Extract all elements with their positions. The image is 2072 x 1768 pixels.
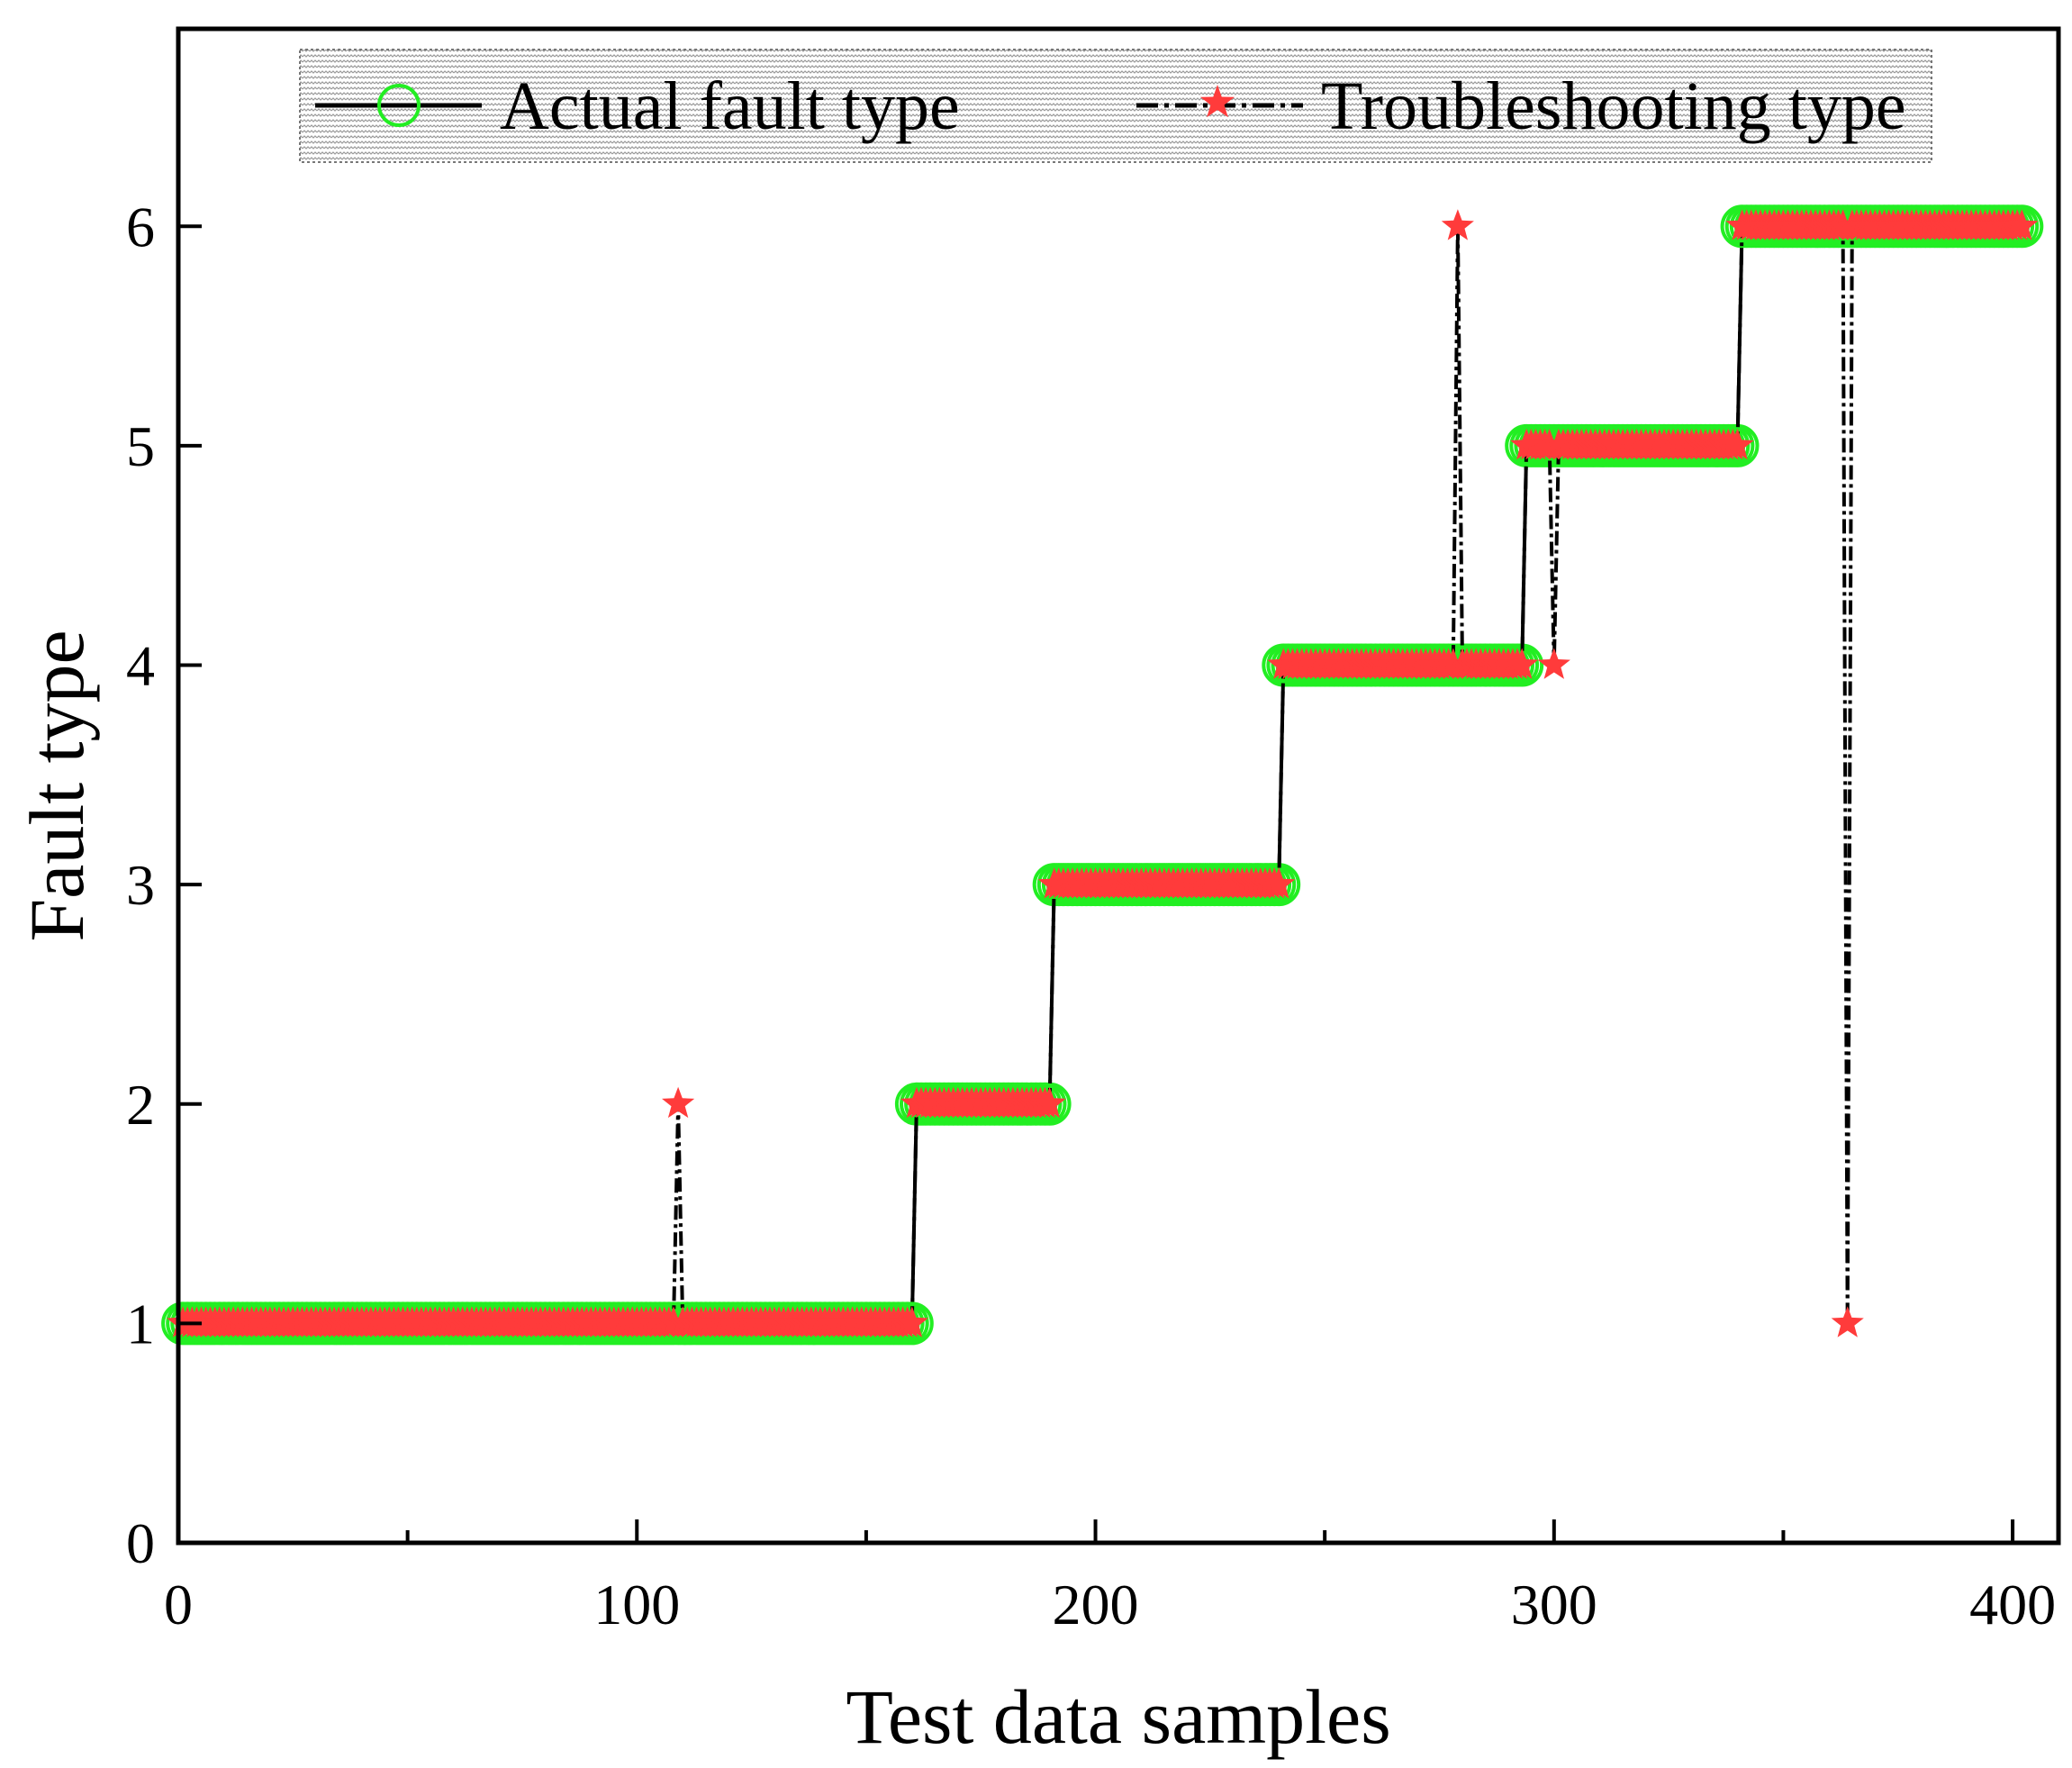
x-tick-label-0: 0 [164, 1573, 193, 1637]
legend-background [299, 49, 1932, 163]
plot-frame [176, 26, 2061, 1546]
series-line-troubleshooting [183, 224, 2022, 1326]
marker-troubleshooting [662, 1086, 695, 1119]
marker-troubleshooting [895, 1306, 928, 1337]
legend-item-troubleshooting: Troubleshooting type [1136, 68, 1906, 144]
x-tick-label-400: 400 [1969, 1573, 2056, 1637]
y-tick-label-6: 6 [126, 195, 155, 258]
legend-marker-actual-circle [377, 84, 421, 127]
legend-label-troubleshooting: Troubleshooting type [1321, 68, 1906, 144]
marker-troubleshooting [1721, 428, 1754, 460]
marker-troubleshooting [1262, 867, 1296, 899]
marker-troubleshooting [1033, 1086, 1066, 1119]
y-axis-ticks: 0 1 2 3 4 5 6 [126, 195, 202, 1575]
legend: Actual fault type Troubleshooting type [299, 49, 1932, 163]
x-tick-label-100: 100 [593, 1573, 680, 1637]
series-actual [161, 204, 2044, 1346]
series-line-actual [183, 224, 2022, 1326]
y-tick-label-0: 0 [126, 1511, 155, 1575]
legend-marker-troubleshooting-star [1200, 85, 1235, 118]
marker-troubleshooting [2005, 209, 2039, 240]
marker-troubleshooting [1537, 648, 1570, 679]
marker-troubleshooting [1831, 1306, 1864, 1337]
marker-troubleshooting [1506, 648, 1539, 679]
x-axis-ticks: 0 100 200 300 400 [164, 1519, 2056, 1637]
y-tick-label-2: 2 [126, 1073, 155, 1137]
x-tick-label-200: 200 [1053, 1573, 1139, 1637]
marker-troubleshooting [1441, 209, 1474, 240]
plot-area [161, 204, 2044, 1346]
y-tick-label-1: 1 [126, 1292, 155, 1355]
y-axis-title: Fault type [14, 630, 100, 941]
legend-item-actual: Actual fault type [315, 68, 960, 144]
series-troubleshooting [167, 209, 2039, 1337]
y-tick-label-5: 5 [126, 414, 155, 478]
legend-label-actual: Actual fault type [500, 68, 960, 144]
x-tick-label-300: 300 [1511, 1573, 1597, 1637]
y-tick-label-3: 3 [126, 853, 155, 917]
y-tick-label-4: 4 [126, 634, 155, 698]
x-axis-title: Test data samples [846, 1673, 1390, 1760]
